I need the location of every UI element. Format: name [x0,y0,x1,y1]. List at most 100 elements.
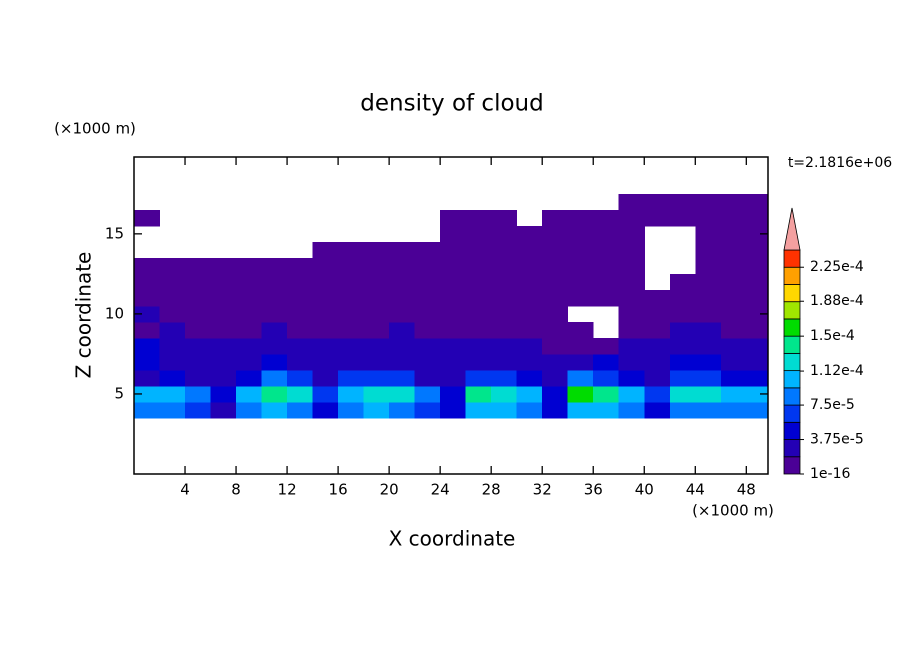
contour-cell [287,353,314,371]
contour-cell [414,305,441,323]
contour-cell [593,385,620,403]
contour-cell [644,369,671,387]
y-axis-label: Z coordinate [72,252,96,379]
contour-cell [210,289,237,307]
contour-cell [159,337,186,355]
contour-cell [720,385,747,403]
contour-cell [567,321,594,339]
contour-cell [720,337,747,355]
contour-cell [746,321,768,339]
contour-cell [669,401,696,419]
contour-cell [236,353,263,371]
contour-cell [644,385,671,403]
x-tick-label: 40 [635,481,654,499]
contour-cell [567,369,594,387]
contour-cell [338,353,365,371]
contour-cell [261,273,288,291]
contour-cell [287,305,314,323]
x-tick-label: 32 [533,481,552,499]
contour-cell [465,225,492,243]
contour-cell [414,385,441,403]
contour-cell [440,353,467,371]
contour-cell [516,401,543,419]
x-tick-label: 12 [278,481,297,499]
contour-cell [210,321,237,339]
colorbar-band [783,456,801,475]
contour-cell [669,273,696,291]
y-tick-label: 15 [105,224,124,242]
contour-cell [440,369,467,387]
contour-cell [287,257,314,275]
contour-cell [516,385,543,403]
time-label: t=2.1816e+06 [788,155,892,171]
colorbar-band [783,387,801,406]
contour-cell [669,337,696,355]
contour-cell [159,305,186,323]
colorbar-label: 1.88e-4 [810,293,864,309]
contour-cell [414,353,441,371]
contour-cell [414,321,441,339]
contour-cell [618,401,645,419]
contour-cell [593,257,620,275]
contour-cell [185,369,212,387]
contour-cell [542,353,569,371]
contour-cell [389,305,416,323]
contour-cell [134,401,161,419]
contour-cell [159,401,186,419]
contour-cell [236,273,263,291]
contour-cell [567,273,594,291]
contour-cell [338,385,365,403]
contour-cell [312,337,339,355]
contour-cell [491,401,518,419]
contour-cell [261,385,288,403]
contour-cell [593,401,620,419]
contour-cell [363,273,390,291]
contour-cell [236,385,263,403]
contour-cell [516,225,543,243]
colorbar-band [783,352,801,372]
contour-cell [593,369,620,387]
contour-cell [465,353,492,371]
contour-cell [465,321,492,339]
contour-cell [134,209,161,227]
contour-cell [567,257,594,275]
contour-cell [567,353,594,371]
contour-cell [363,369,390,387]
contour-cell [134,273,161,291]
contour-cell [720,401,747,419]
contour-cell [389,241,416,259]
contour-cell [567,289,594,307]
contour-cell [491,257,518,275]
contour-cell [491,385,518,403]
contour-cell [720,353,747,371]
contour-cell [618,257,645,275]
contour-cell [542,305,569,323]
contour-cell [312,401,339,419]
contour-cell [746,305,768,323]
contour-cell [236,305,263,323]
contour-cell [720,273,747,291]
contour-cell [338,369,365,387]
contour-cell [440,385,467,403]
x-tick-label: 48 [737,481,756,499]
contour-cell [159,321,186,339]
chart-title: density of cloud [360,91,543,117]
contour-cell [414,369,441,387]
contour-cell [644,337,671,355]
contour-cell [542,209,569,227]
contour-cell [414,289,441,307]
contour-cell [440,337,467,355]
contour-cell [669,193,696,211]
contour-cell [159,385,186,403]
contour-cell [312,369,339,387]
contour-cell [185,385,212,403]
contour-cell [440,225,467,243]
contour-cell [491,369,518,387]
contour-cell [567,401,594,419]
contour-cell [210,353,237,371]
contour-cell [465,241,492,259]
contour-cell [720,209,747,227]
contour-cell [210,273,237,291]
colorbar-band [783,249,801,268]
contour-cell [542,273,569,291]
